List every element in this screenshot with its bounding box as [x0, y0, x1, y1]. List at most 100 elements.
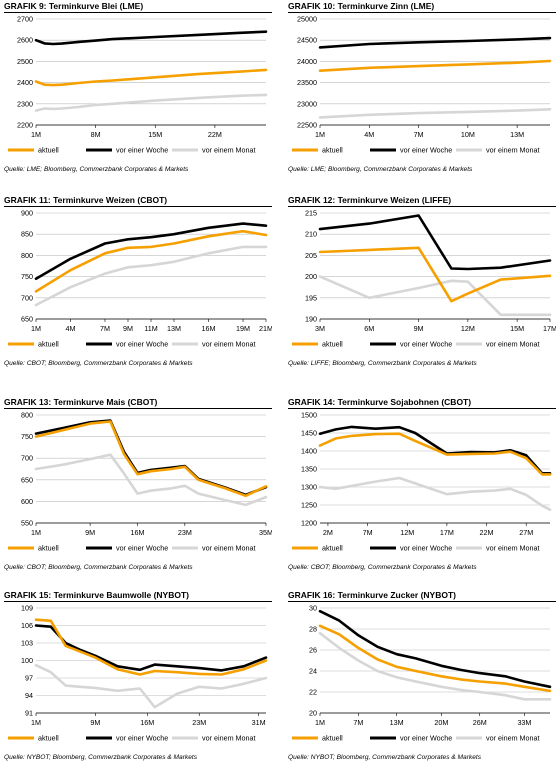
chart-panel-8: GRAFIK 16: Terminkurve Zucker (NYBOT) 20… [288, 589, 556, 761]
legend-label-vor-einer-woche: vor einer Woche [400, 340, 452, 349]
chart-title: GRAFIK 10: Terminkurve Zinn (LME) [288, 1, 435, 11]
y-tick-label: 22 [309, 688, 317, 697]
y-tick-label: 900 [21, 209, 33, 218]
x-tick-label: 1M [31, 130, 41, 139]
y-tick-label: 215 [305, 209, 317, 218]
legend-label-vor-einer-woche: vor einer Woche [400, 544, 452, 553]
y-tick-label: 205 [305, 251, 317, 260]
y-tick-label: 650 [21, 475, 33, 484]
y-tick-label: 600 [21, 497, 33, 506]
legend-label-aktuell: aktuell [322, 146, 343, 155]
chart-source: Quelle: NYBOT; Bloomberg, Commerzbank Co… [288, 754, 481, 761]
chart-title: GRAFIK 13: Terminkurve Mais (CBOT) [4, 397, 158, 407]
chart-title: GRAFIK 15: Terminkurve Baumwolle (NYBOT) [4, 590, 189, 600]
x-tick-label: 13M [167, 324, 181, 333]
y-tick-label: 550 [21, 519, 33, 528]
series-line-aktuell [318, 59, 552, 73]
x-tick-label: 31M [252, 718, 266, 727]
series-line-aktuell [34, 420, 268, 498]
y-tick-label: 750 [21, 272, 33, 281]
x-tick-label: 13M [510, 130, 524, 139]
chart-source: Quelle: CBOT; Bloomberg, Commerzbank Cor… [4, 564, 193, 571]
y-tick-label: 25000 [297, 15, 317, 24]
x-tick-label: 7M [100, 324, 110, 333]
y-tick-label: 20 [309, 709, 317, 718]
legend-label-aktuell: aktuell [322, 340, 343, 349]
y-tick-label: 28 [309, 625, 317, 634]
legend-label-vor-einer-woche: vor einer Woche [116, 146, 168, 155]
x-tick-label: 1M [315, 718, 325, 727]
y-tick-label: 24000 [297, 57, 317, 66]
series-line-vor-einer-woche [34, 222, 268, 280]
x-tick-label: 9M [90, 718, 100, 727]
x-tick-label: 9M [123, 324, 133, 333]
x-tick-label: 7M [414, 130, 424, 139]
x-tick-label: 15M [148, 130, 162, 139]
chart-title: GRAFIK 16: Terminkurve Zucker (NYBOT) [288, 590, 456, 600]
line-chart-cotton: 91 94 97 100 103 106 109 1M 9M 16M 23M 31M aktuell vo… [8, 604, 268, 743]
y-tick-label: 22500 [297, 121, 317, 130]
chart-source: Quelle: LIFFE; Bloomberg, Commerzbank Co… [288, 360, 477, 367]
chart-panel-2: GRAFIK 10: Terminkurve Zinn (LME) 22500 2… [288, 0, 556, 173]
x-tick-label: 22M [480, 528, 494, 537]
x-tick-label: 6M [364, 324, 374, 333]
line-chart-sugar: 20 22 24 26 28 30 1M 7M 13M 20M 26M 33M aktuell vor e… [292, 604, 552, 743]
y-tick-label: 190 [305, 315, 317, 324]
y-tick-label: 800 [21, 411, 33, 420]
x-tick-label: 27M [519, 528, 533, 537]
x-tick-label: 20M [434, 718, 448, 727]
legend-label-aktuell: aktuell [38, 734, 59, 743]
x-tick-label: 19M [236, 324, 250, 333]
title-rule [288, 206, 556, 207]
y-tick-label: 1200 [301, 519, 317, 528]
y-tick-label: 103 [21, 639, 33, 648]
x-tick-label: 2M [323, 528, 333, 537]
x-tick-label: 23M [178, 528, 192, 537]
series-line-aktuell [318, 246, 552, 303]
x-tick-label: 13M [390, 718, 404, 727]
chart-title: GRAFIK 14: Terminkurve Sojabohnen (CBOT) [288, 397, 472, 407]
y-tick-label: 109 [21, 604, 33, 613]
series-line-vor-einer-woche [34, 30, 268, 46]
legend-label-aktuell: aktuell [322, 734, 343, 743]
series-line-aktuell [34, 618, 268, 676]
y-tick-label: 2700 [17, 15, 33, 24]
legend-label-vor-einer-woche: vor einer Woche [116, 340, 168, 349]
y-tick-label: 195 [305, 293, 317, 302]
legend-label-vor-einer-woche: vor einer Woche [116, 544, 168, 553]
chart-title: GRAFIK 11: Terminkurve Weizen (CBOT) [4, 195, 168, 205]
x-tick-label: 21M [259, 324, 272, 333]
legend-label-vor-einem-monat: vor einem Monat [486, 340, 540, 349]
x-tick-label: 15M [510, 324, 524, 333]
x-tick-label: 9M [85, 528, 95, 537]
y-tick-label: 26 [309, 646, 317, 655]
series-line-vor-einem-monat [318, 631, 552, 701]
x-tick-label: 8M [91, 130, 101, 139]
y-tick-label: 94 [25, 691, 33, 700]
chart-panel-7: GRAFIK 15: Terminkurve Baumwolle (NYBOT)… [4, 589, 272, 761]
line-chart-tin: 22500 23000 23500 24000 24500 25000 1M 4M 7M 10M 1… [292, 15, 552, 155]
series-line-vor-einer-woche [318, 36, 552, 49]
line-chart-lead: 2200 2300 2400 2500 2600 2700 1M 8M 15M 22M aktuel… [8, 15, 268, 155]
legend-label-vor-einem-monat: vor einem Monat [486, 734, 540, 743]
series-line-vor-einer-woche [34, 419, 268, 497]
series-line-vor-einem-monat [34, 93, 268, 112]
y-tick-label: 1450 [301, 429, 317, 438]
y-tick-label: 24500 [297, 36, 317, 45]
y-tick-label: 1350 [301, 465, 317, 474]
chart-source: Quelle: NYBOT; Bloomberg, Commerzbank Co… [4, 754, 197, 761]
x-tick-label: 1M [31, 528, 41, 537]
series-line-aktuell [34, 229, 268, 293]
chart-panel-1: GRAFIK 9: Terminkurve Blei (LME) 2200 230… [4, 0, 272, 173]
x-tick-label: 26M [473, 718, 487, 727]
x-tick-label: 4M [364, 130, 374, 139]
legend-label-aktuell: aktuell [322, 544, 343, 553]
series-line-aktuell [34, 68, 268, 87]
y-tick-label: 850 [21, 230, 33, 239]
y-tick-label: 23000 [297, 99, 317, 108]
x-tick-label: 1M [31, 718, 41, 727]
series-line-aktuell [318, 432, 552, 476]
chart-panel-5: GRAFIK 13: Terminkurve Mais (CBOT) 550 60… [4, 396, 272, 571]
y-tick-label: 100 [21, 656, 33, 665]
chart-title: GRAFIK 9: Terminkurve Blei (LME) [4, 1, 144, 11]
